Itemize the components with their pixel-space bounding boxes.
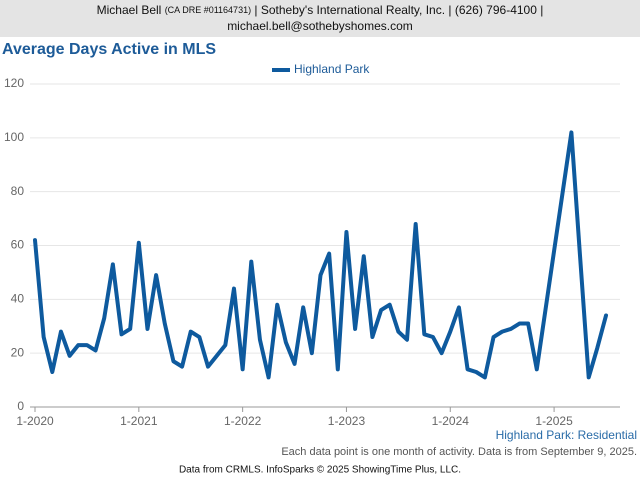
header-band — [0, 0, 640, 37]
chart-source: Data from CRMLS. InfoSparks © 2025 Showi… — [179, 465, 461, 476]
x-tick-label: 1-2022 — [224, 414, 262, 428]
x-tick-label: 1-2021 — [120, 414, 158, 428]
legend-label: Highland Park — [294, 62, 370, 76]
series-line — [33, 130, 608, 380]
x-tick-label: 1-2023 — [328, 414, 366, 428]
agent-company: | Sotheby's International Realty, Inc. |… — [254, 3, 543, 17]
y-tick-label: 40 — [11, 292, 25, 306]
x-tick-label: 1-2024 — [432, 414, 470, 428]
y-tick-label: 100 — [4, 130, 24, 144]
chart-note: Each data point is one month of activity… — [281, 446, 637, 458]
y-tick-label: 60 — [11, 238, 25, 252]
x-tick-label: 1-2020 — [16, 414, 54, 428]
y-tick-label: 120 — [4, 76, 24, 90]
y-tick-label: 20 — [11, 345, 25, 359]
x-tick-label: 1-2025 — [535, 414, 573, 428]
agent-license: (CA DRE #01164731) — [165, 5, 251, 15]
agent-name: Michael Bell — [97, 3, 162, 17]
header-line: Michael Bell (CA DRE #01164731) | Sotheb… — [97, 3, 544, 17]
y-tick-label: 0 — [17, 399, 24, 413]
chart-title: Average Days Active in MLS — [2, 41, 216, 58]
chart-subtitle: Highland Park: Residential — [496, 428, 637, 442]
agent-email: michael.bell@sothebyshomes.com — [227, 19, 413, 33]
y-tick-label: 80 — [11, 184, 25, 198]
